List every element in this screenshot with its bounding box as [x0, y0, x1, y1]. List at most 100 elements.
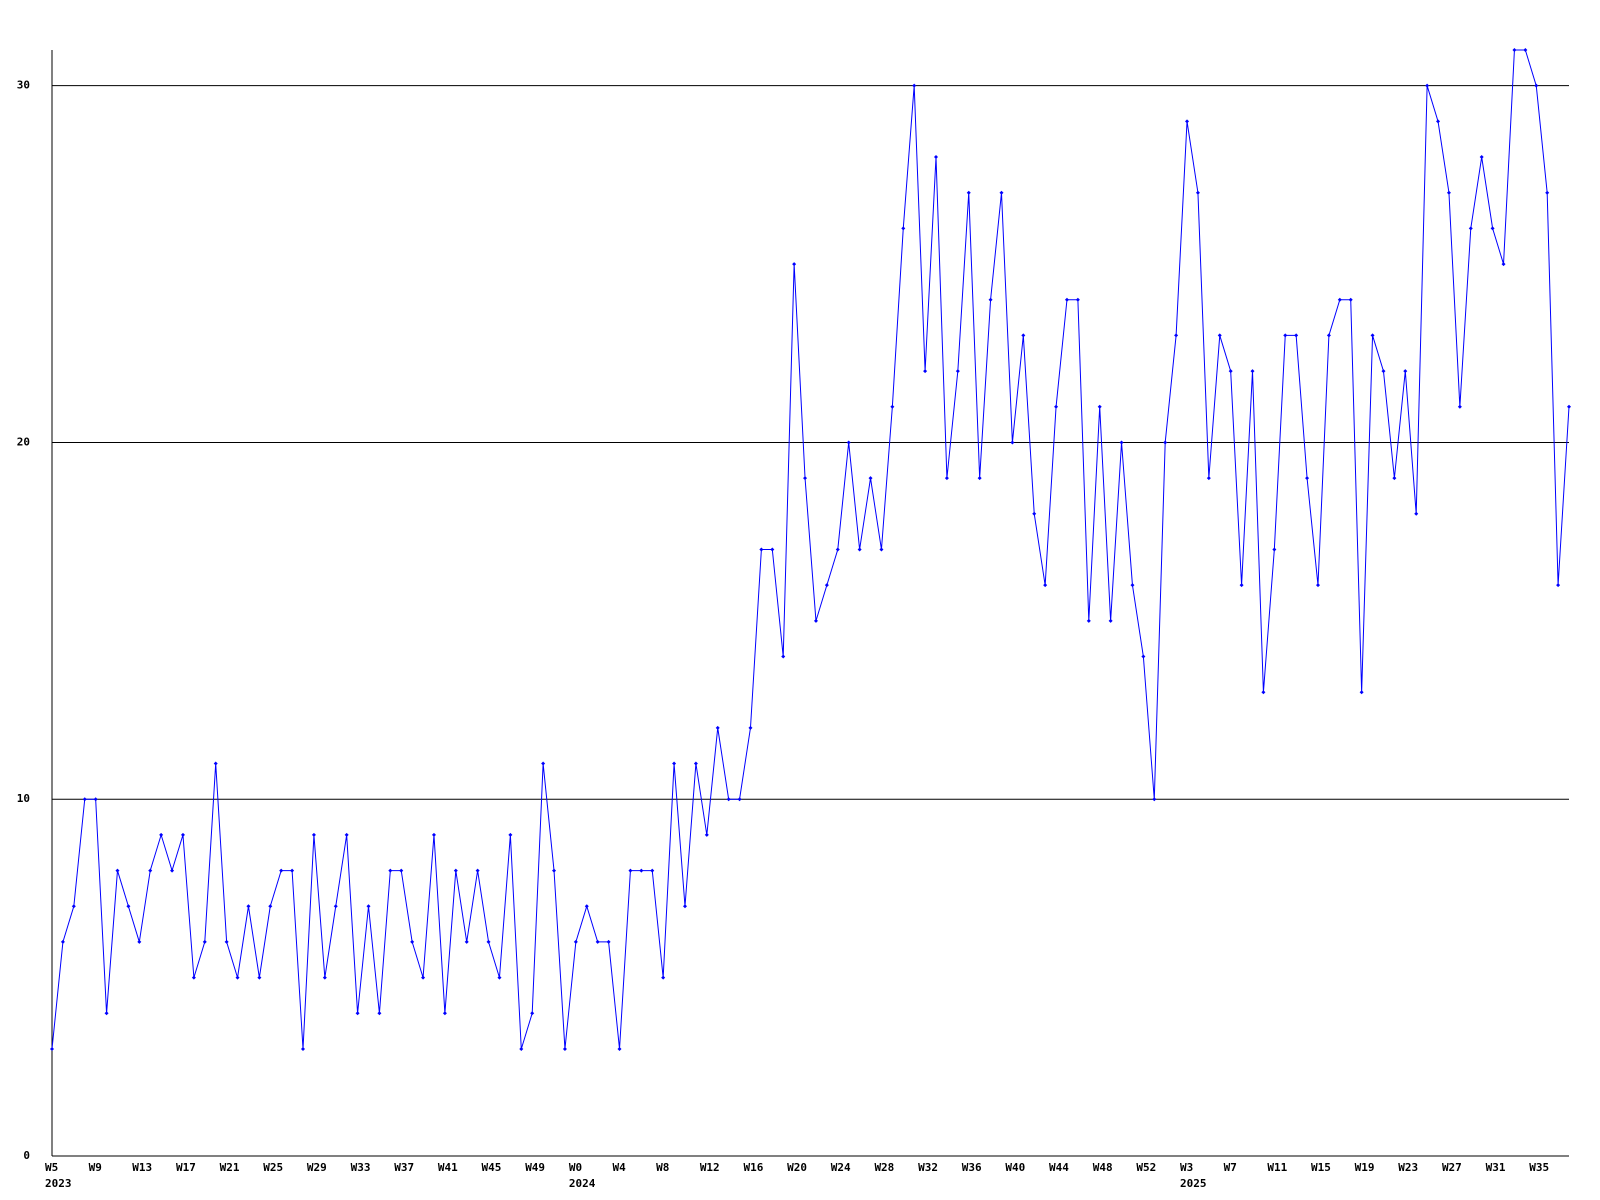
point: [1305, 476, 1310, 481]
point: [1283, 333, 1288, 338]
point: [1130, 583, 1135, 588]
point: [824, 583, 829, 588]
point: [50, 1046, 54, 1051]
point: [966, 190, 971, 195]
point: [890, 404, 895, 409]
point: [1501, 262, 1506, 267]
point: [1217, 333, 1222, 338]
x-tick-label: W29: [307, 1161, 327, 1174]
point: [846, 440, 851, 445]
point: [126, 904, 131, 909]
point: [552, 868, 557, 873]
y-tick-label: 30: [17, 79, 30, 92]
x-group-label: 2024: [569, 1177, 596, 1190]
point: [1545, 190, 1550, 195]
x-tick-label: W4: [613, 1161, 627, 1174]
point: [333, 904, 338, 909]
point: [1097, 404, 1102, 409]
point: [1075, 297, 1080, 302]
point: [999, 190, 1004, 195]
point: [1185, 119, 1190, 124]
point: [1337, 297, 1342, 302]
point: [1479, 155, 1484, 160]
x-tick-label: W32: [918, 1161, 938, 1174]
point: [1534, 83, 1539, 88]
x-tick-label: W25: [263, 1161, 283, 1174]
x-tick-label: W48: [1093, 1161, 1113, 1174]
point: [1446, 190, 1451, 195]
point: [879, 547, 884, 552]
point: [562, 1046, 567, 1051]
point: [1174, 333, 1179, 338]
point: [868, 476, 873, 481]
point: [1228, 369, 1233, 374]
point: [715, 725, 720, 730]
x-tick-label: W28: [874, 1161, 894, 1174]
point: [1556, 583, 1561, 588]
point: [1054, 404, 1059, 409]
point: [115, 868, 120, 873]
point: [453, 868, 458, 873]
x-tick-label: W40: [1005, 1161, 1025, 1174]
x-tick-label: W11: [1267, 1161, 1287, 1174]
x-tick-label: W5: [45, 1161, 58, 1174]
point: [60, 939, 65, 944]
point: [1315, 583, 1320, 588]
point: [977, 476, 982, 481]
point: [1348, 297, 1353, 302]
point: [944, 476, 949, 481]
point: [606, 939, 611, 944]
point: [519, 1046, 524, 1051]
x-tick-label: W20: [787, 1161, 807, 1174]
point: [322, 975, 327, 980]
point: [770, 547, 775, 552]
y-tick-label: 0: [23, 1149, 30, 1162]
point: [191, 975, 196, 980]
series-line: [51, 49, 1570, 1050]
point: [202, 939, 207, 944]
point: [410, 939, 415, 944]
point: [1010, 440, 1015, 445]
x-tick-label: W52: [1136, 1161, 1156, 1174]
point: [246, 904, 251, 909]
x-tick-label: W49: [525, 1161, 545, 1174]
point: [497, 975, 502, 980]
point: [1294, 333, 1299, 338]
point: [1152, 797, 1157, 802]
x-tick-label: W23: [1398, 1161, 1418, 1174]
point: [279, 868, 284, 873]
point: [1195, 190, 1200, 195]
point: [1108, 618, 1113, 623]
point: [1359, 690, 1364, 695]
x-tick-label: W13: [132, 1161, 152, 1174]
x-tick-label: W16: [743, 1161, 763, 1174]
point: [595, 939, 600, 944]
point: [617, 1046, 622, 1051]
point: [1425, 83, 1430, 88]
point: [268, 904, 273, 909]
point: [148, 868, 153, 873]
y-tick-label: 20: [17, 435, 30, 448]
point: [672, 761, 677, 766]
point: [955, 369, 960, 374]
point: [923, 369, 928, 374]
point: [442, 1011, 447, 1016]
point: [224, 939, 229, 944]
x-tick-label: W31: [1486, 1161, 1506, 1174]
point: [726, 797, 731, 802]
point: [1250, 369, 1255, 374]
point: [355, 1011, 360, 1016]
point: [912, 83, 917, 88]
point: [1206, 476, 1211, 481]
x-tick-label: W19: [1355, 1161, 1375, 1174]
x-tick-label: W35: [1529, 1161, 1549, 1174]
point: [650, 868, 655, 873]
x-tick-label: W3: [1180, 1161, 1193, 1174]
x-tick-label: W15: [1311, 1161, 1331, 1174]
point: [541, 761, 546, 766]
point: [1490, 226, 1495, 231]
point: [1403, 369, 1408, 374]
x-tick-label: W0: [569, 1161, 582, 1174]
point: [573, 939, 578, 944]
point: [835, 547, 840, 552]
